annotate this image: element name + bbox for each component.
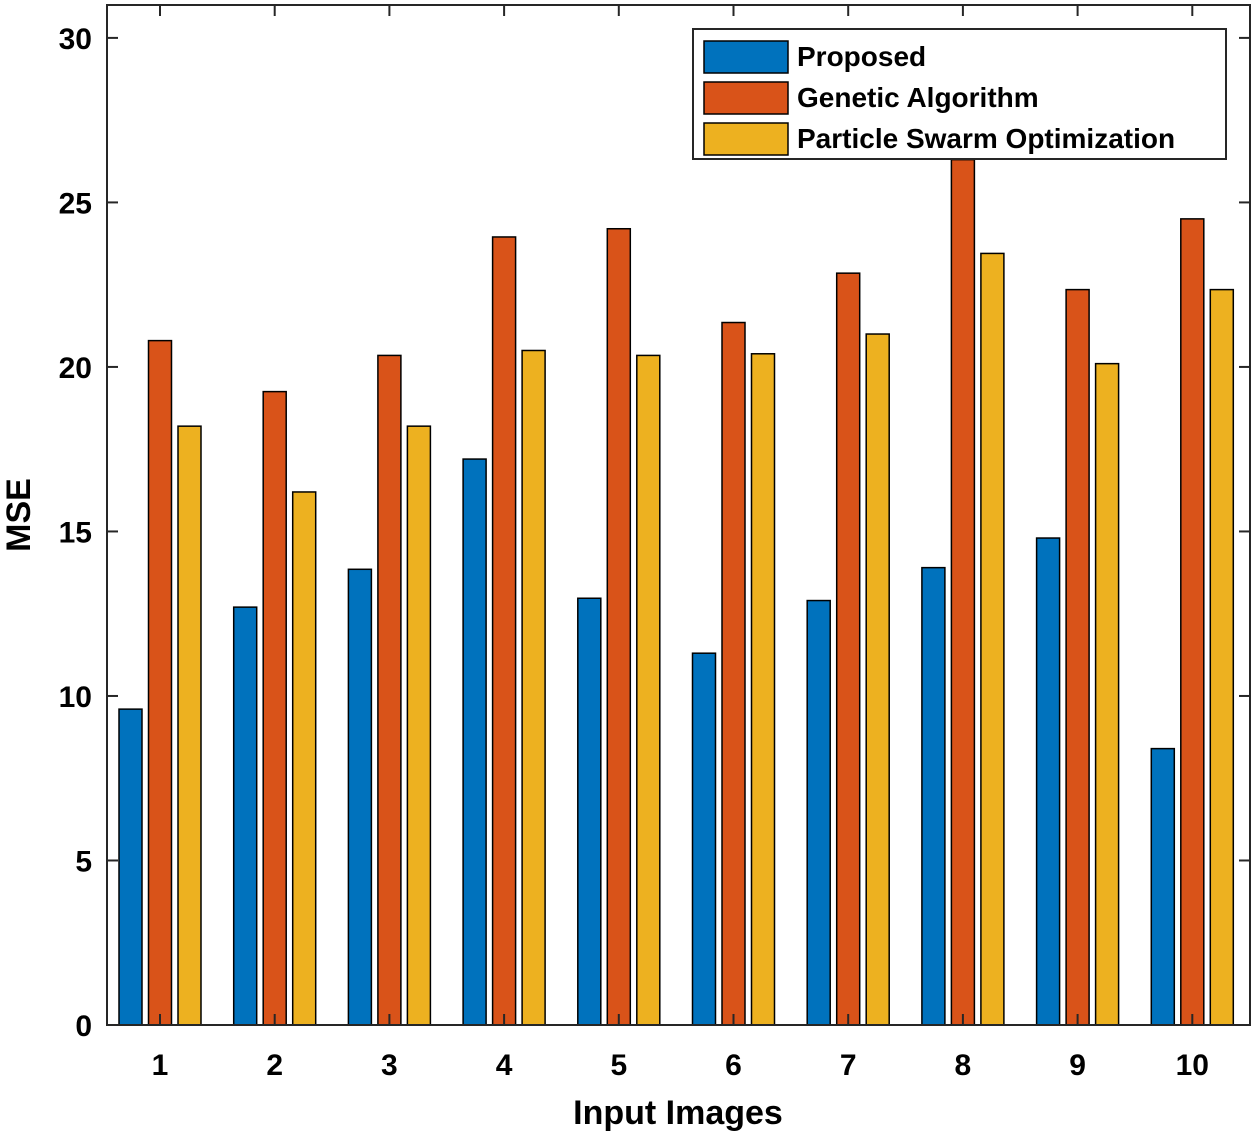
ticks-group	[107, 5, 1250, 1026]
x-tick-label-2: 2	[266, 1049, 283, 1082]
x-tick-label-6: 6	[725, 1049, 742, 1082]
legend-swatch-2	[703, 81, 789, 115]
legend-label-3: Particle Swarm Optimization	[797, 123, 1175, 154]
bar-2-5	[606, 227, 632, 1026]
axes-box	[106, 4, 1251, 1026]
bar-2-9	[1065, 288, 1090, 1026]
legend-swatch-1	[703, 40, 789, 74]
legend-swatch-3	[703, 122, 789, 156]
legend-label-1: Proposed	[797, 41, 926, 72]
y-tick-label-30: 30	[59, 23, 92, 56]
y-tick-label-20: 20	[59, 352, 92, 385]
bar-3-8	[980, 252, 1005, 1026]
y-tick-label-0: 0	[75, 1010, 92, 1043]
x-tick-label-9: 9	[1069, 1049, 1086, 1082]
bar-2-3	[377, 354, 402, 1026]
bar-3-4	[521, 349, 546, 1026]
bar-2-1	[147, 339, 173, 1026]
bar-1-4	[462, 458, 487, 1026]
x-tick-label-8: 8	[955, 1049, 972, 1082]
bar-1-3	[347, 568, 373, 1026]
bar-3-3	[406, 425, 432, 1026]
bar-3-2	[291, 491, 317, 1026]
bar-3-7	[865, 333, 890, 1026]
x-tick-label-1: 1	[152, 1049, 169, 1082]
bar-1-10	[1150, 747, 1176, 1026]
x-tick-label-5: 5	[610, 1049, 627, 1082]
y-tick-label-5: 5	[75, 845, 92, 878]
bar-1-5	[577, 597, 602, 1026]
y-tick-label-15: 15	[59, 516, 92, 549]
bar-3-9	[1094, 362, 1120, 1026]
bar-1-1	[118, 708, 143, 1026]
bar-3-6	[750, 353, 776, 1026]
bar-1-7	[806, 599, 831, 1026]
x-tick-label-7: 7	[840, 1049, 857, 1082]
bar-1-6	[691, 652, 717, 1026]
bars-group	[118, 158, 1235, 1026]
bar-2-7	[835, 272, 861, 1026]
bar-2-2	[262, 390, 287, 1026]
tick-labels-group: 1 2 3 4 5 6 7 8 9 10 0 5 10 15 20 25 30	[59, 23, 1209, 1082]
bar-3-5	[636, 354, 661, 1026]
bar-1-8	[921, 566, 946, 1026]
y-tick-label-10: 10	[59, 681, 92, 714]
x-axis-title: Input Images	[573, 1094, 783, 1132]
bar-2-6	[721, 321, 746, 1026]
bar-1-9	[1035, 537, 1061, 1026]
y-tick-label-25: 25	[59, 187, 92, 220]
bar-2-4	[491, 236, 517, 1026]
bar-1-2	[232, 606, 258, 1026]
bar-2-10	[1180, 218, 1205, 1026]
x-tick-label-3: 3	[381, 1049, 398, 1082]
bar-3-1	[177, 425, 202, 1026]
legend: Proposed Genetic Algorithm Particle Swarm …	[692, 28, 1227, 160]
bar-2-8	[950, 158, 976, 1026]
legend-label-2: Genetic Algorithm	[797, 82, 1039, 113]
x-tick-label-4: 4	[496, 1049, 513, 1082]
x-tick-label-10: 10	[1176, 1049, 1209, 1082]
bar-3-10	[1209, 288, 1235, 1026]
y-axis-title: MSE	[0, 478, 38, 552]
